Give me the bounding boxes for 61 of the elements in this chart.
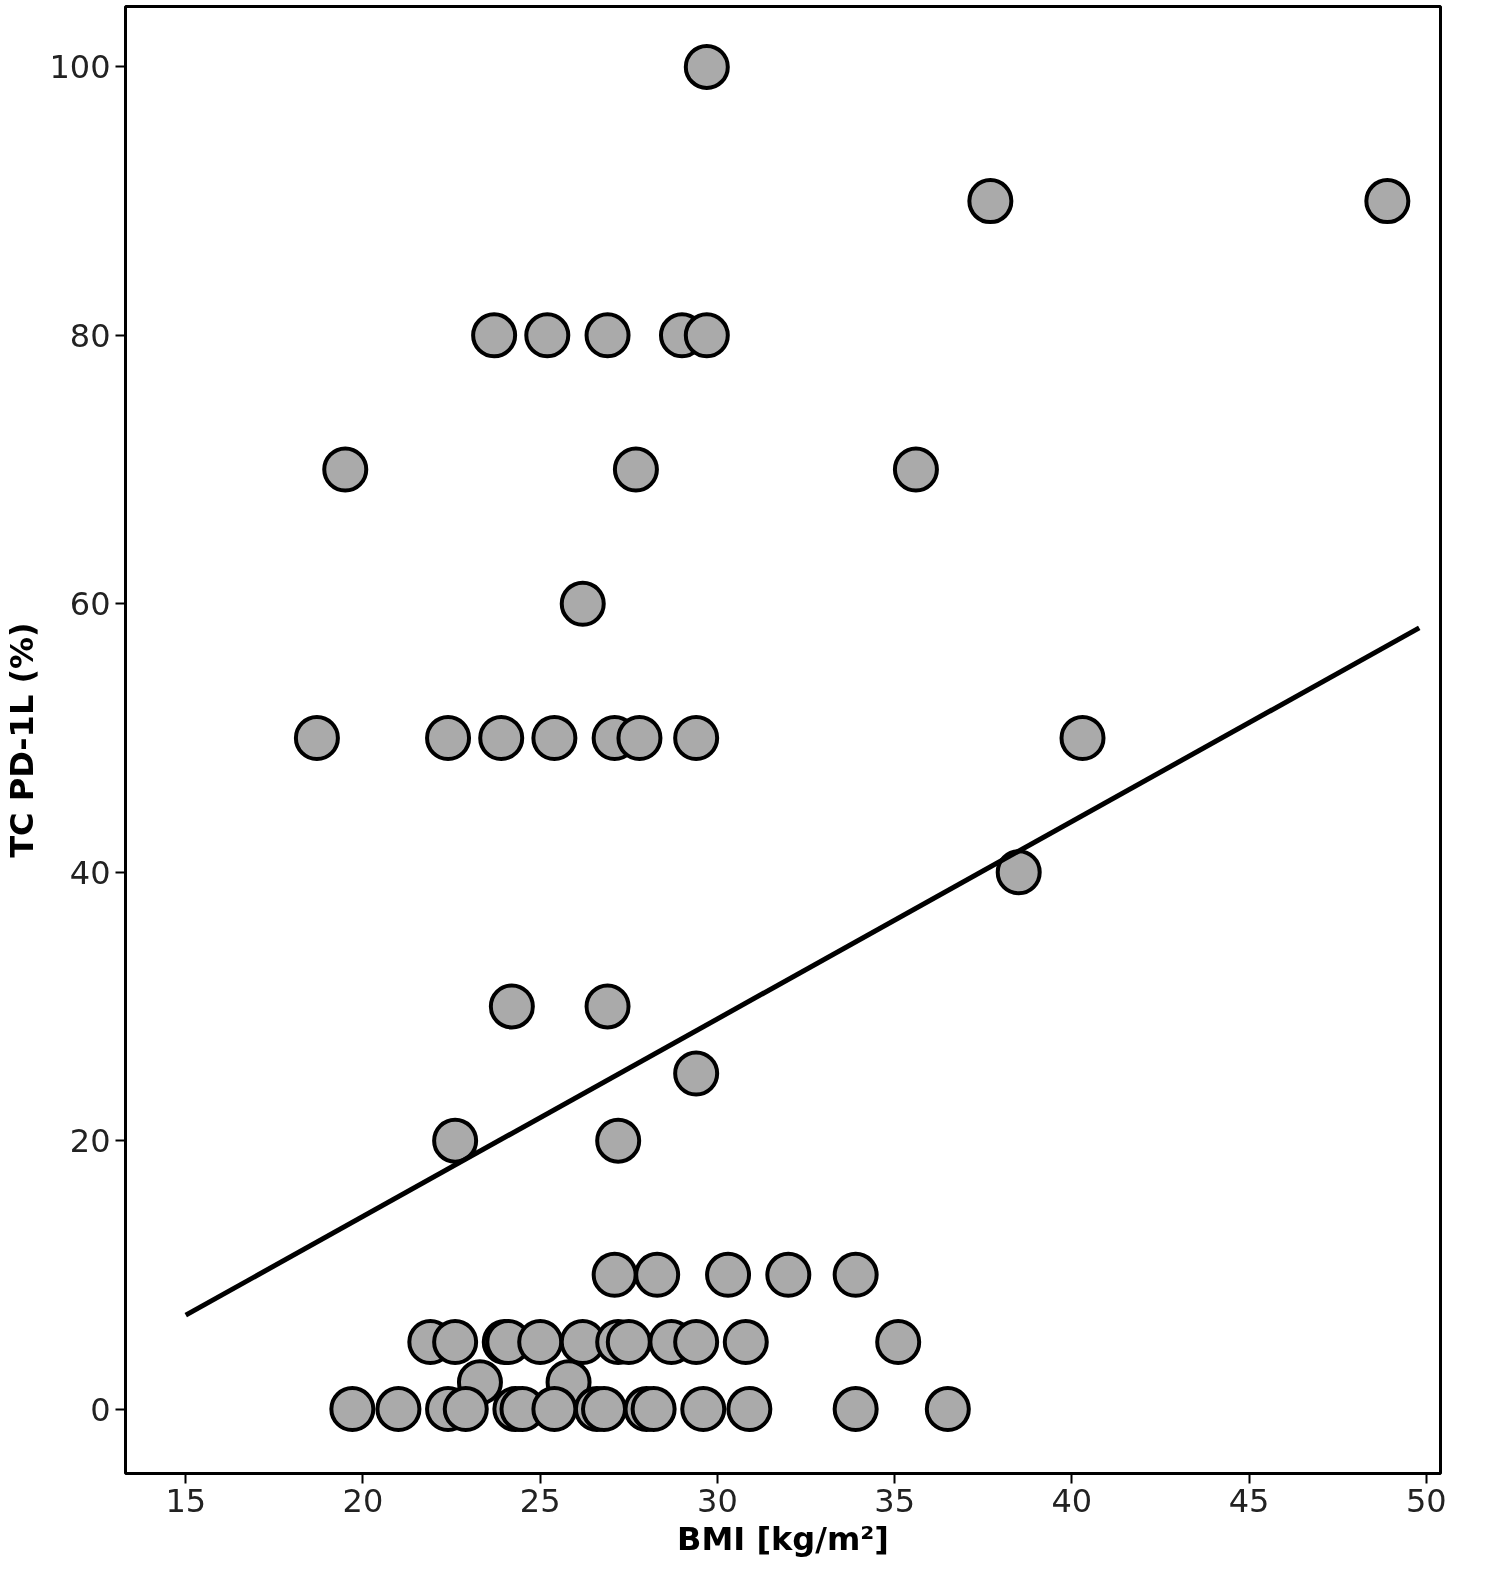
point bbox=[832, 1386, 879, 1433]
point bbox=[765, 1251, 812, 1298]
x-tick-label: 40 bbox=[1051, 1481, 1093, 1520]
point bbox=[329, 1386, 376, 1433]
point bbox=[478, 715, 525, 761]
y-tick-label: 80 bbox=[69, 316, 111, 355]
point bbox=[293, 715, 340, 761]
point bbox=[559, 580, 606, 627]
point bbox=[517, 1319, 564, 1365]
point bbox=[967, 178, 1014, 225]
point bbox=[673, 1319, 720, 1365]
point bbox=[595, 1117, 642, 1164]
point bbox=[531, 1386, 578, 1433]
point bbox=[892, 446, 939, 493]
point bbox=[425, 715, 472, 761]
x-tick-label: 30 bbox=[697, 1481, 738, 1520]
x-tick-label: 35 bbox=[874, 1481, 916, 1520]
point bbox=[832, 1251, 879, 1298]
point bbox=[605, 1319, 652, 1365]
point bbox=[322, 446, 369, 493]
x-axis-title: BMI [kg/m²] bbox=[677, 1519, 889, 1558]
point bbox=[531, 715, 578, 761]
point bbox=[1364, 178, 1411, 225]
point bbox=[375, 1386, 422, 1433]
point bbox=[726, 1386, 773, 1433]
x-tick-label: 45 bbox=[1228, 1481, 1270, 1520]
point bbox=[630, 1386, 677, 1433]
point bbox=[584, 983, 631, 1030]
point bbox=[1059, 715, 1106, 761]
point bbox=[875, 1319, 922, 1365]
point bbox=[924, 1386, 971, 1433]
point bbox=[634, 1251, 681, 1298]
point bbox=[471, 312, 518, 359]
y-tick-label: 0 bbox=[90, 1390, 111, 1429]
point bbox=[673, 715, 720, 761]
x-tick-label: 25 bbox=[519, 1481, 561, 1520]
y-axis-title: TC PD-1L (%) bbox=[3, 622, 42, 858]
point bbox=[432, 1117, 479, 1164]
y-tick-label: 100 bbox=[49, 48, 111, 87]
x-tick-label: 20 bbox=[342, 1481, 384, 1520]
point bbox=[612, 446, 659, 493]
point bbox=[432, 1319, 479, 1365]
point bbox=[584, 312, 631, 359]
point bbox=[683, 312, 730, 359]
point bbox=[488, 983, 535, 1030]
point bbox=[673, 1050, 720, 1097]
point bbox=[524, 312, 571, 359]
point bbox=[581, 1386, 627, 1433]
point bbox=[442, 1386, 489, 1433]
y-tick-label: 60 bbox=[69, 585, 111, 624]
point bbox=[995, 849, 1042, 896]
point bbox=[683, 43, 730, 90]
point bbox=[591, 1251, 638, 1298]
y-tick-label: 20 bbox=[69, 1122, 111, 1161]
x-tick-label: 50 bbox=[1405, 1481, 1447, 1520]
y-tick-label: 40 bbox=[69, 853, 111, 892]
point bbox=[722, 1319, 769, 1365]
point bbox=[616, 715, 663, 761]
x-tick-label: 15 bbox=[165, 1481, 207, 1520]
point bbox=[680, 1386, 727, 1433]
point bbox=[705, 1251, 752, 1298]
